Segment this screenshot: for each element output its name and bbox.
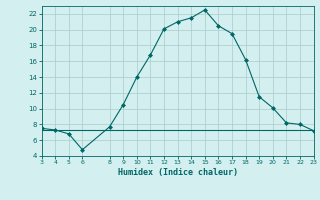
X-axis label: Humidex (Indice chaleur): Humidex (Indice chaleur) — [118, 168, 237, 177]
